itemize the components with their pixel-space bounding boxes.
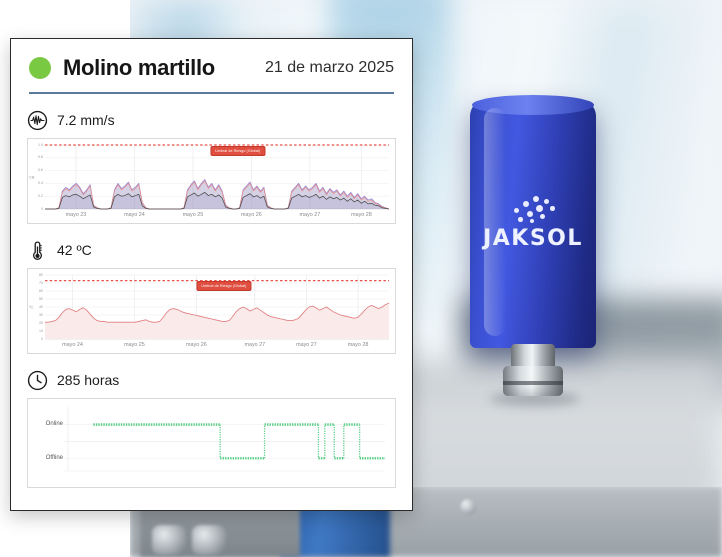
- logo-dot: [530, 219, 534, 223]
- y-axis-tick: 0: [41, 336, 43, 341]
- metric-hours-value: 285 horas: [57, 372, 120, 388]
- x-axis-tick: mayo 24: [124, 211, 145, 218]
- threshold-badge[interactable]: Umbral de Riesgo (Global): [210, 145, 266, 156]
- jaksol-logo-dots-icon: [506, 196, 564, 226]
- x-axis-tick: mayo 25: [182, 211, 204, 218]
- metric-hours-header: 285 horas: [27, 370, 396, 391]
- sensor-top-cap: [472, 95, 594, 115]
- series-line: [45, 302, 390, 323]
- x-axis-tick: mayo 26: [186, 341, 207, 348]
- logo-dot: [533, 196, 539, 202]
- logo-dot: [536, 205, 543, 212]
- y-axis-tick: 50: [39, 296, 43, 301]
- vibration-wave-icon: [27, 110, 48, 130]
- machine-bolt: [192, 525, 226, 555]
- x-axis-tick: mayo 27: [244, 341, 266, 348]
- metric-vibration: 7.2 mm/s 0 0.2 0.4 0.6 0.8 1.0 CB mayo 23 mayo 2…: [27, 110, 396, 224]
- card-header: Molino martillo 21 de marzo 2025: [11, 39, 412, 81]
- logo-dot: [518, 217, 523, 222]
- jaksol-sensor: JAKSOL: [470, 95, 600, 406]
- thermometer-icon: [33, 240, 42, 260]
- y-axis-tick: 0.6: [38, 168, 43, 173]
- y-axis-tick: 0: [41, 206, 43, 211]
- x-axis-tick: mayo 23: [65, 211, 87, 218]
- y-axis-tick: 60: [39, 288, 43, 293]
- x-axis-tick: mayo 24: [62, 341, 83, 348]
- x-axis-tick: mayo 27: [299, 211, 321, 218]
- x-axis-tick: mayo 28: [347, 341, 369, 348]
- y-axis-label: CB: [29, 174, 35, 179]
- card-date: 21 de marzo 2025: [265, 59, 394, 76]
- logo-dot: [523, 201, 529, 207]
- sensor-base-ring: [503, 381, 563, 385]
- x-axis-tick: mayo 28: [351, 211, 372, 218]
- jaksol-logo-text: JAKSOL: [483, 226, 583, 251]
- y-axis-tick: 0.2: [38, 193, 43, 198]
- state-axis-label: Offline: [45, 454, 63, 461]
- x-axis-tick: mayo 26: [241, 211, 262, 218]
- series-area: [45, 302, 389, 339]
- header-divider: [29, 92, 394, 94]
- temperature-chart[interactable]: 0 10 20 30 40 50 60 70 80 ºC mayo 24 mayo 25 mayo 26…: [27, 267, 396, 354]
- y-axis-tick: 30: [39, 312, 43, 317]
- sensor-shadow: [490, 392, 580, 406]
- machine-bolt: [152, 525, 186, 555]
- y-axis-tick: 40: [39, 304, 43, 309]
- y-axis-tick: 0.8: [38, 155, 43, 160]
- threshold-badge[interactable]: Umbral de Riesgo (Global): [196, 281, 252, 292]
- y-axis-tick: 80: [39, 272, 43, 277]
- clock-icon: [27, 370, 48, 390]
- metric-temperature-value: 42 ºC: [57, 242, 92, 258]
- vibration-chart-canvas: [45, 143, 390, 209]
- metric-vibration-value: 7.2 mm/s: [57, 112, 115, 128]
- machine-screw: [460, 499, 476, 515]
- page-title: Molino martillo: [63, 55, 215, 80]
- metric-hours: 285 horas Online Offline: [27, 370, 396, 488]
- machine-status-card: Molino martillo 21 de marzo 2025 7.2 mm/…: [10, 38, 413, 511]
- sensor-highlight: [484, 108, 506, 336]
- y-axis-tick: 10: [39, 328, 43, 333]
- metric-vibration-header: 7.2 mm/s: [27, 110, 396, 131]
- y-axis-tick: 20: [39, 320, 43, 325]
- sensor-neck: [511, 344, 555, 370]
- status-indicator-dot: [29, 57, 51, 79]
- logo-dot: [527, 211, 533, 217]
- logo-dot: [540, 214, 545, 219]
- metric-temperature: 42 ºC 0 10 20 30 40 50 60 70 80 ºC mayo 24 mayo 25 m…: [27, 240, 396, 354]
- state-axis-label: Online: [45, 421, 63, 428]
- sensor-body: JAKSOL: [470, 95, 596, 348]
- vibration-chart[interactable]: 0 0.2 0.4 0.6 0.8 1.0 CB mayo 23 mayo 24 mayo 25 m…: [27, 137, 396, 224]
- logo-dot: [550, 206, 555, 211]
- series-area: [45, 179, 389, 209]
- y-axis-label: ºC: [29, 304, 34, 309]
- series-area: [45, 180, 389, 209]
- connectivity-chart[interactable]: Online Offline: [27, 397, 396, 488]
- x-axis-tick: mayo 25: [124, 341, 145, 348]
- y-axis-tick: 70: [39, 280, 43, 285]
- series-line: [45, 191, 390, 209]
- connectivity-canvas: [64, 406, 385, 471]
- y-axis-tick: 1.0: [38, 142, 43, 147]
- x-axis-tick: mayo 27: [296, 341, 317, 348]
- metric-temperature-header: 42 ºC: [27, 240, 396, 261]
- logo-dot: [514, 208, 519, 213]
- logo-dot: [544, 199, 549, 204]
- y-axis-tick: 0.4: [38, 180, 43, 185]
- temperature-chart-canvas: [45, 274, 390, 339]
